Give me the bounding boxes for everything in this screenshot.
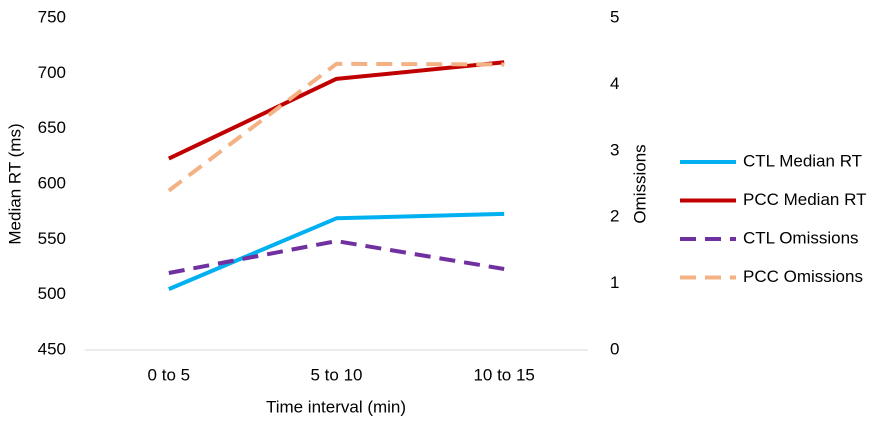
x-tick-label: 10 to 15 <box>473 365 534 384</box>
series-line <box>168 211 505 291</box>
y-tick-label: 650 <box>38 118 66 137</box>
x-axis-title: Time interval (min) <box>266 397 406 416</box>
y2-tick-label: 2 <box>610 207 619 226</box>
legend-label: CTL Omissions <box>743 228 859 247</box>
y2-tick-label: 4 <box>610 74 619 93</box>
series-line <box>167 60 505 161</box>
legend-label: PCC Omissions <box>743 267 863 286</box>
legend-label: PCC Median RT <box>743 190 866 209</box>
y-axis-title: Median RT (ms) <box>5 123 24 244</box>
legend-label: CTL Median RT <box>743 151 862 170</box>
y-tick-label: 550 <box>38 229 66 248</box>
y-tick-label: 750 <box>38 7 66 26</box>
y2-tick-label: 0 <box>610 339 619 358</box>
series-line <box>167 61 505 193</box>
y-tick-label: 500 <box>38 284 66 303</box>
y2-tick-label: 5 <box>610 7 619 26</box>
y2-tick-label: 1 <box>610 273 619 292</box>
x-tick-label: 0 to 5 <box>148 365 191 384</box>
y2-axis-title: Omissions <box>630 144 649 223</box>
y-tick-label: 450 <box>38 339 66 358</box>
y-tick-label: 700 <box>38 63 66 82</box>
y2-tick-label: 3 <box>610 140 619 159</box>
x-tick-label: 5 to 10 <box>311 365 363 384</box>
series-line <box>168 239 505 275</box>
y-tick-label: 600 <box>38 173 66 192</box>
